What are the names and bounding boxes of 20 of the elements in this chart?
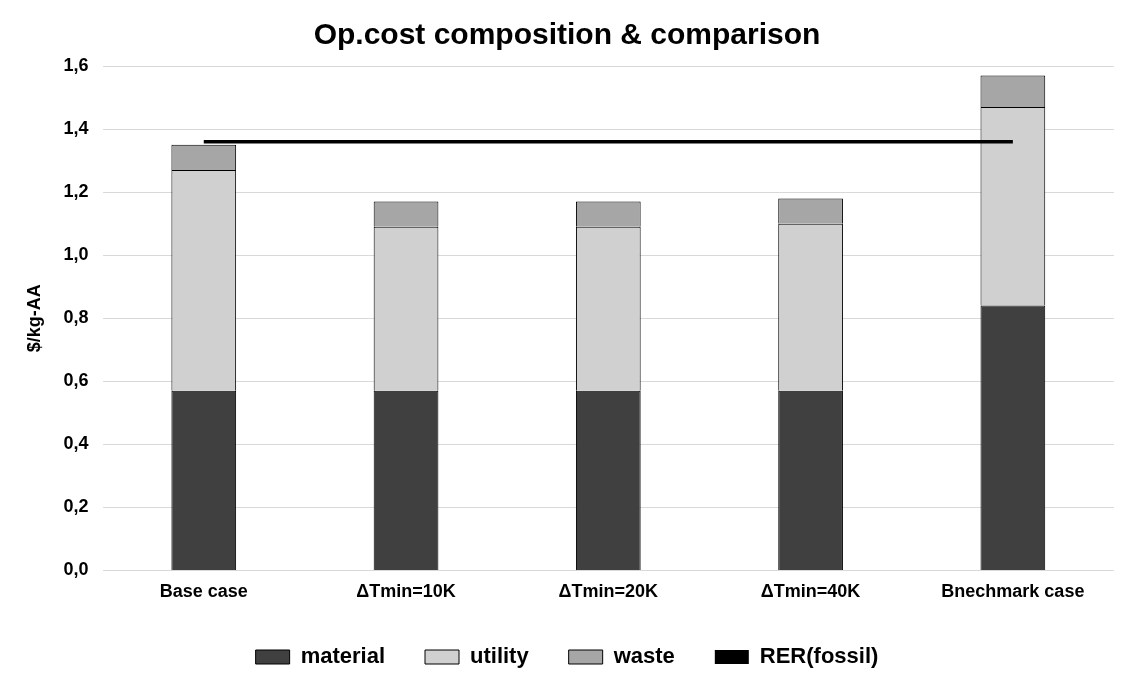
y-tick-label: 0,2 [63, 496, 89, 517]
chart-title: Op.cost composition & comparison [313, 17, 821, 51]
y-tick-label: 0,0 [63, 559, 89, 580]
y-tick-label: 0,8 [63, 307, 89, 328]
y-tick-label: 1,0 [63, 244, 89, 265]
x-tick-label: ΔTmin=40K [760, 581, 861, 602]
legend-label: material [300, 643, 386, 669]
y-axis-title: $/kg-AA [23, 284, 44, 353]
legend-label: waste [612, 643, 675, 669]
x-tick-label: Base case [159, 581, 248, 602]
legend-label: utility [470, 643, 530, 669]
x-tick-label: Bnechmark case [941, 581, 1085, 602]
x-tick-label: ΔTmin=10K [356, 581, 456, 602]
y-tick-label: 1,4 [63, 118, 89, 139]
x-tick-label: ΔTmin=20K [558, 581, 659, 602]
y-tick-label: 0,4 [63, 433, 89, 454]
y-tick-label: 1,2 [63, 181, 89, 202]
y-tick-label: 0,6 [63, 370, 89, 391]
y-tick-label: 1,6 [63, 54, 89, 75]
legend-label: RER(fossil) [759, 643, 879, 669]
